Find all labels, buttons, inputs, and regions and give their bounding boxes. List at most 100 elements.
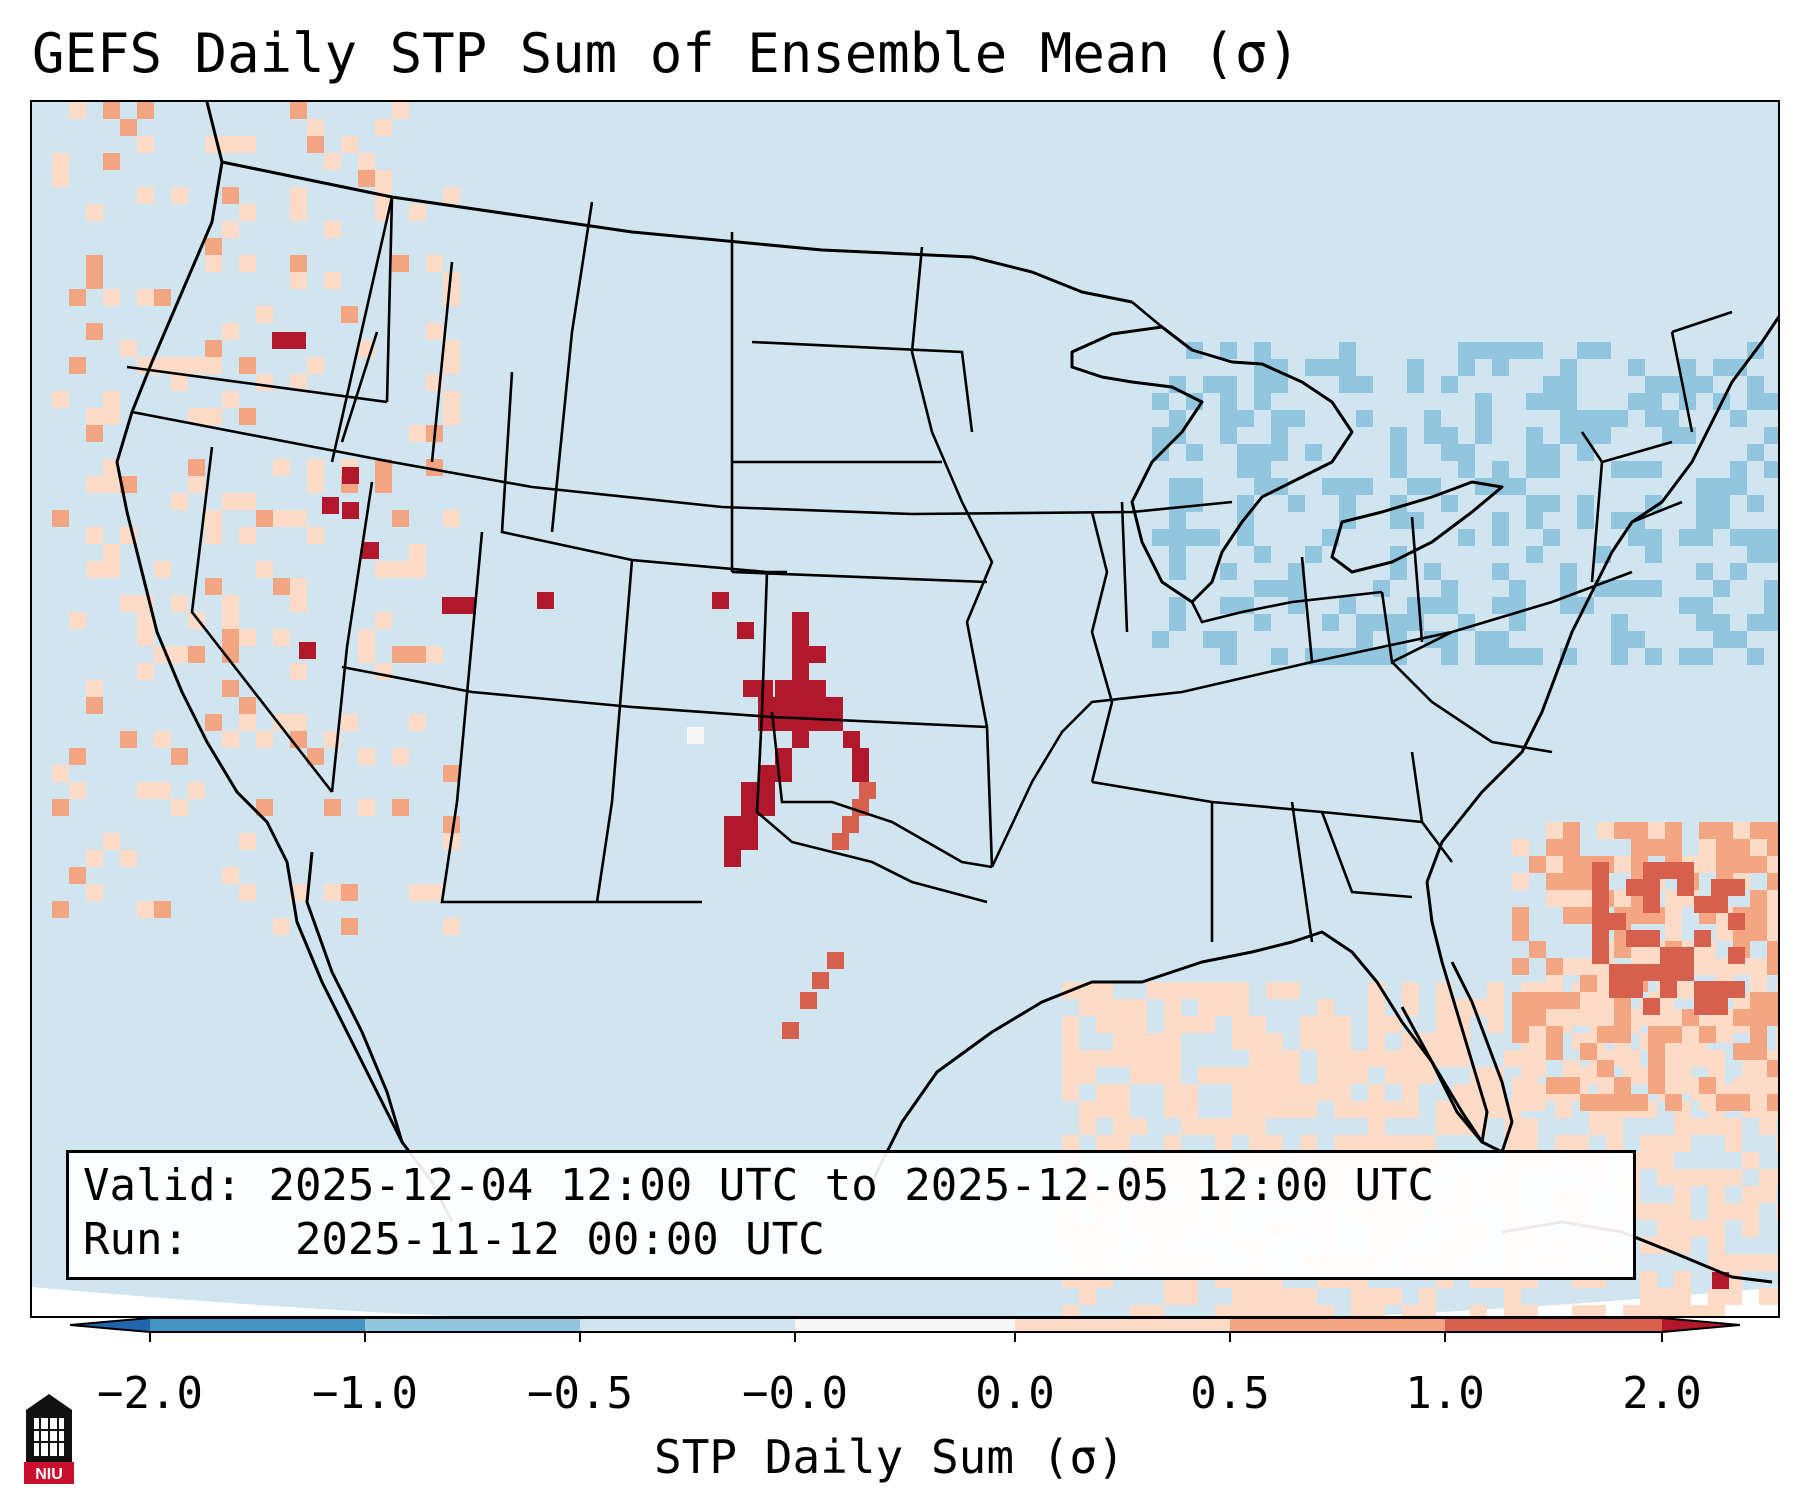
anomaly-cell xyxy=(1529,1060,1546,1077)
lake-ontario-erie xyxy=(1330,480,1504,574)
anomaly-cell xyxy=(1589,1305,1606,1316)
anomaly-cell xyxy=(1356,410,1373,427)
anomaly-cell xyxy=(1526,648,1543,665)
anomaly-cell xyxy=(1164,1016,1181,1033)
anomaly-cell xyxy=(1628,580,1645,597)
anomaly-cell xyxy=(69,867,86,884)
anomaly-cell xyxy=(1560,427,1577,444)
anomaly-cell xyxy=(1648,1077,1665,1094)
anomaly-cell xyxy=(1470,1305,1487,1316)
anomaly-cell xyxy=(1546,822,1563,839)
anomaly-cell xyxy=(426,646,443,663)
anomaly-cell xyxy=(1062,1050,1079,1067)
anomaly-cell xyxy=(1198,1067,1215,1084)
anomaly-cell xyxy=(341,714,358,731)
anomaly-cell xyxy=(86,204,103,221)
anomaly-cell xyxy=(1385,1135,1402,1152)
anomaly-cell xyxy=(1767,822,1778,839)
anomaly-cell xyxy=(1711,896,1728,913)
anomaly-cell xyxy=(1385,1067,1402,1084)
anomaly-cell xyxy=(1436,1050,1453,1067)
anomaly-cell xyxy=(1317,1067,1334,1084)
anomaly-cell xyxy=(1611,648,1628,665)
anomaly-cell xyxy=(1674,1186,1691,1203)
anomaly-cell xyxy=(1266,1084,1283,1101)
anomaly-cell xyxy=(1733,856,1750,873)
anomaly-cell xyxy=(1563,873,1580,890)
anomaly-cell xyxy=(1742,1254,1759,1271)
anomaly-cell xyxy=(1521,1118,1538,1135)
anomaly-cell xyxy=(1271,648,1288,665)
anomaly-cell xyxy=(1169,495,1186,512)
anomaly-cell xyxy=(1643,896,1660,913)
anomaly-cell xyxy=(1597,1060,1614,1077)
anomaly-cell xyxy=(1419,1067,1436,1084)
anomaly-cell xyxy=(1079,1101,1096,1118)
anomaly-cell xyxy=(137,629,154,646)
anomaly-cell xyxy=(1708,1220,1725,1237)
anomaly-cell xyxy=(154,561,171,578)
anomaly-cell xyxy=(1232,1101,1249,1118)
anomaly-cell xyxy=(1458,529,1475,546)
map-panel[interactable] xyxy=(30,100,1780,1318)
anomaly-cell xyxy=(1334,1016,1351,1033)
anomaly-cell xyxy=(1249,1016,1266,1033)
anomaly-cell xyxy=(1096,982,1113,999)
anomaly-cell xyxy=(792,629,809,646)
anomaly-cell xyxy=(1266,1101,1283,1118)
anomaly-cell xyxy=(1580,1094,1597,1111)
great-lakes-outline xyxy=(1070,325,1354,604)
colorbar-bin xyxy=(1015,1318,1230,1332)
anomaly-cell xyxy=(1526,546,1543,563)
anomaly-cell xyxy=(1373,648,1390,665)
anomaly-cell xyxy=(358,629,375,646)
anomaly-cell xyxy=(290,272,307,289)
anomaly-cell xyxy=(1776,1169,1778,1186)
anomaly-cell xyxy=(758,765,775,782)
anomaly-cell xyxy=(1543,444,1560,461)
anomaly-cell xyxy=(1322,359,1339,376)
anomaly-cell xyxy=(1271,580,1288,597)
anomaly-cell xyxy=(1730,461,1747,478)
anomaly-cell xyxy=(322,497,339,514)
anomaly-cell xyxy=(1750,975,1767,992)
anomaly-cell xyxy=(409,714,426,731)
anomaly-cell xyxy=(1164,1084,1181,1101)
anomaly-cell xyxy=(1271,376,1288,393)
anomaly-cell xyxy=(1572,1305,1589,1316)
anomaly-cell xyxy=(1708,1288,1725,1305)
anomaly-cell xyxy=(1560,376,1577,393)
colorbar-bin xyxy=(365,1318,580,1332)
anomaly-cell xyxy=(1300,1084,1317,1101)
anomaly-cell xyxy=(1169,546,1186,563)
anomaly-cell xyxy=(1677,879,1694,896)
anomaly-cell xyxy=(1113,1101,1130,1118)
colorbar-bin xyxy=(1662,1318,1740,1332)
anomaly-cell xyxy=(1368,1033,1385,1050)
anomaly-cell xyxy=(1198,982,1215,999)
anomaly-cell xyxy=(1529,941,1546,958)
anomaly-cell xyxy=(1147,1067,1164,1084)
anomaly-cell xyxy=(1682,1043,1699,1060)
anomaly-cell xyxy=(324,221,341,238)
anomaly-cell xyxy=(375,612,392,629)
anomaly-cell xyxy=(1509,478,1526,495)
anomaly-cell xyxy=(1674,1220,1691,1237)
anomaly-cell xyxy=(687,727,704,744)
anomaly-cell xyxy=(1237,461,1254,478)
anomaly-cell xyxy=(1708,1050,1725,1067)
anomaly-cell xyxy=(1152,393,1169,410)
anomaly-cell xyxy=(1546,1043,1563,1060)
anomaly-cell xyxy=(52,170,69,187)
anomaly-cell xyxy=(1458,461,1475,478)
anomaly-cell xyxy=(205,357,222,374)
anomaly-cell xyxy=(392,510,409,527)
anomaly-cell xyxy=(1249,1288,1266,1305)
anomaly-cell xyxy=(1611,631,1628,648)
anomaly-cell xyxy=(307,136,324,153)
anomaly-cell xyxy=(1169,597,1186,614)
anomaly-cell xyxy=(1113,1050,1130,1067)
anomaly-cell xyxy=(52,153,69,170)
anomaly-cell xyxy=(1339,597,1356,614)
anomaly-cell xyxy=(1254,614,1271,631)
